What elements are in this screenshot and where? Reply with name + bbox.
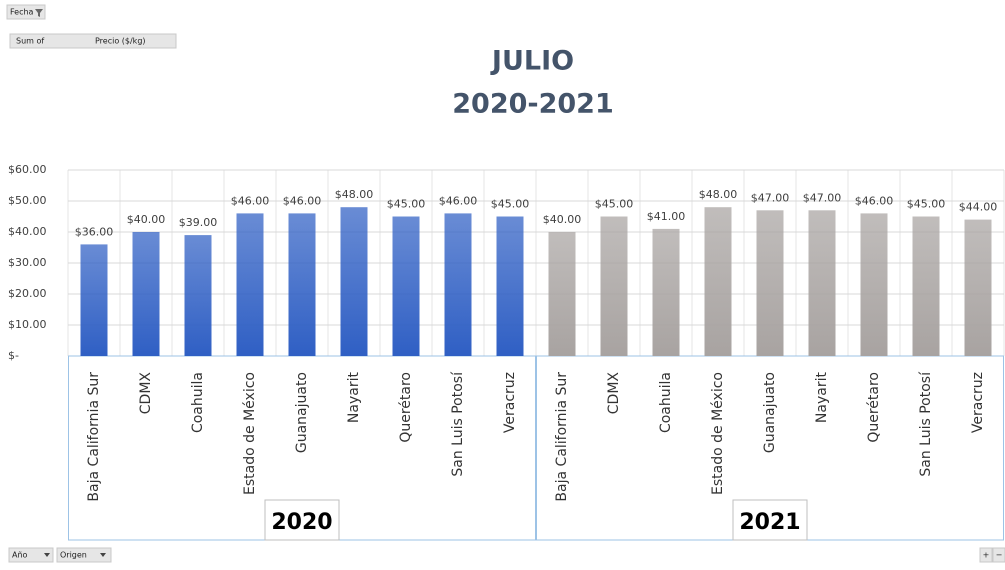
x-tick-label: Nayarit	[346, 372, 362, 424]
zoom-out: −	[996, 551, 1003, 560]
value-label: $41.00	[647, 210, 686, 223]
value-field-button[interactable]	[9, 33, 177, 49]
y-tick-label: $40.00	[8, 225, 47, 238]
group-label-box	[264, 499, 340, 541]
value-label: $46.00	[855, 194, 894, 207]
bar	[340, 207, 368, 356]
bar	[80, 244, 108, 356]
x-tick-label: Querétaro	[866, 372, 882, 443]
x-tick-label: Guanajuato	[294, 372, 310, 453]
value-label: $36.00	[75, 225, 114, 238]
value-label: $48.00	[335, 188, 374, 201]
y-tick-label: $10.00	[8, 318, 47, 331]
value-label: $39.00	[179, 216, 218, 229]
value-label: $46.00	[439, 194, 478, 207]
value-field-name: Precio ($/kg)	[95, 37, 146, 46]
bar	[600, 216, 628, 356]
bar	[184, 235, 212, 356]
bar	[860, 213, 888, 356]
y-tick-label: $20.00	[8, 287, 47, 300]
value-label: $45.00	[907, 198, 946, 211]
bar	[288, 213, 316, 356]
row-field-button[interactable]	[56, 547, 112, 563]
x-tick-label: Veracruz	[502, 372, 518, 433]
y-tick-label: $60.00	[8, 163, 47, 176]
bar	[756, 210, 784, 356]
x-tick-label: CDMX	[606, 372, 622, 415]
x-tick-label: Coahuila	[658, 372, 674, 433]
x-tick-label: Guanajuato	[762, 372, 778, 453]
row-field: Año	[12, 551, 28, 560]
x-tick-label: San Luis Potosí	[918, 371, 934, 477]
bar	[652, 228, 680, 356]
bar	[808, 210, 836, 356]
x-tick-label: Estado de México	[242, 372, 258, 495]
value-label: $45.00	[387, 198, 426, 211]
x-tick-label: Baja California Sur	[86, 372, 102, 502]
bar	[444, 213, 472, 356]
zoom-button[interactable]	[979, 547, 993, 563]
zoom-button[interactable]	[992, 547, 1005, 563]
bar	[132, 232, 160, 356]
value-label: $46.00	[283, 194, 322, 207]
value-label: $45.00	[595, 198, 634, 211]
x-tick-label: Baja California Sur	[554, 372, 570, 502]
x-tick-label: Nayarit	[814, 372, 830, 424]
x-tick-label: Querétaro	[398, 372, 414, 443]
value-label: $40.00	[127, 213, 166, 226]
bar	[704, 207, 732, 356]
dropdown-icon	[100, 553, 106, 557]
y-tick-label: $50.00	[8, 194, 47, 207]
zoom-in: +	[983, 551, 990, 560]
chart-subtitle: 2020-2021	[452, 89, 614, 120]
x-tick-label: Coahuila	[190, 372, 206, 433]
x-tick-label: San Luis Potosí	[450, 371, 466, 477]
group-label-box	[732, 499, 808, 541]
group-label: 2021	[739, 510, 800, 535]
bar	[912, 216, 940, 356]
x-tick-label: Veracruz	[970, 372, 986, 433]
x-tick-label: CDMX	[138, 372, 154, 415]
chart-title: JULIO	[490, 46, 574, 77]
bar	[548, 232, 576, 356]
bar	[392, 216, 420, 356]
value-label: $40.00	[543, 213, 582, 226]
bar	[496, 216, 524, 356]
filter-button[interactable]	[6, 4, 46, 20]
bar	[964, 219, 992, 356]
value-label: $46.00	[231, 194, 270, 207]
value-label: $47.00	[803, 191, 842, 204]
group-label: 2020	[271, 510, 332, 535]
dropdown-icon	[44, 553, 50, 557]
value-label: $48.00	[699, 188, 738, 201]
y-tick-label: $-	[8, 349, 19, 362]
row-field: Origen	[60, 551, 87, 560]
filter-field: Fecha	[10, 8, 34, 17]
value-field-label: Sum of	[16, 37, 44, 46]
filter-icon	[35, 9, 43, 17]
x-tick-label: Estado de México	[710, 372, 726, 495]
y-tick-label: $30.00	[8, 256, 47, 269]
value-label: $44.00	[959, 201, 998, 214]
bar	[236, 213, 264, 356]
row-field-button[interactable]	[8, 547, 54, 563]
value-label: $47.00	[751, 191, 790, 204]
value-label: $45.00	[491, 198, 530, 211]
